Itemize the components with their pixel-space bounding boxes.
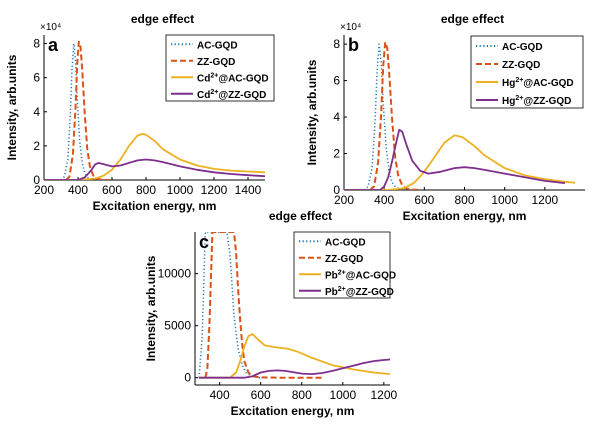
x-tick-label: 600	[251, 388, 271, 402]
chart-panel-a: 200 400 600 800 1000 1200 1400 0 2 4 6 8×10⁴ edge ef…	[5, 12, 275, 213]
series-line-4	[199, 358, 390, 379]
legend-label: AC-GQD	[502, 42, 543, 53]
legend-box	[470, 35, 584, 109]
y-exponent-label: ×10⁴	[40, 22, 61, 33]
x-tick-label: 400	[374, 193, 394, 207]
y-tick-label: 2	[333, 147, 340, 161]
legend-label: Hg2+@ZZ-GQD	[502, 95, 571, 107]
x-tick-label: 200	[334, 193, 354, 207]
legend-label: ZZ-GQD	[502, 60, 540, 71]
y-tick-label: 4	[333, 110, 340, 124]
x-tick-label: 800	[292, 388, 312, 402]
y-exponent-label: ×10⁴	[340, 22, 361, 33]
chart-panel-c: 400 600 800 1000 1200 0 5000 10000 edge effect Ex…	[144, 209, 398, 418]
series-line-3	[344, 134, 576, 190]
y-tick-label: 0	[333, 183, 340, 197]
series-line-1	[363, 43, 411, 190]
x-tick-label: 1200	[201, 183, 228, 197]
series-line-3	[44, 133, 265, 180]
x-tick-label: 200	[34, 183, 54, 197]
x-tick-label: 1000	[167, 183, 194, 197]
legend-label: Hg2+@AC-GQD	[502, 77, 574, 89]
panel-letter: b	[348, 35, 359, 55]
legend-label: Cd2+@AC-GQD	[197, 72, 269, 84]
x-tick-label: 1000	[329, 388, 356, 402]
y-tick-label: 10000	[158, 267, 192, 281]
y-tick-label: 8	[333, 37, 340, 51]
y-axis-label: Intensity, arb.units	[305, 59, 319, 165]
legend-label: ZZ-GQD	[197, 57, 235, 68]
x-tick-label: 1200	[370, 388, 397, 402]
y-axis-label: Intensity, arb.units	[144, 255, 158, 361]
chart-title: edge effect	[131, 12, 194, 26]
series-line-4	[344, 128, 565, 190]
x-tick-label: 800	[454, 193, 474, 207]
series-line-2	[204, 232, 323, 379]
series-line-3	[199, 333, 390, 379]
y-tick-label: 5000	[164, 319, 191, 333]
legend-label: AC-GQD	[197, 40, 238, 51]
x-axis-label: Excitation energy, nm	[403, 209, 527, 223]
x-tick-label: 600	[102, 183, 122, 197]
y-tick-label: 6	[33, 71, 40, 85]
series-line-1	[60, 42, 101, 180]
panel-letter: c	[199, 232, 209, 252]
y-tick-label: 2	[33, 139, 40, 153]
x-tick-label: 800	[136, 183, 156, 197]
chart-title: edge effect	[441, 12, 504, 26]
y-tick-label: 6	[333, 74, 340, 88]
x-tick-label: 400	[68, 183, 88, 197]
legend-label: AC-GQD	[325, 237, 366, 248]
chart-panel-b: 200 400 600 800 1000 1200 0 2 4 6 8×10⁴ edge effect…	[305, 12, 585, 223]
chart-title: edge effect	[269, 209, 332, 223]
legend-label: Cd2+@ZZ-GQD	[197, 89, 266, 101]
x-axis-label: Excitation energy, nm	[231, 404, 355, 418]
legend-label: ZZ-GQD	[325, 254, 363, 265]
x-tick-label: 1000	[491, 193, 518, 207]
legend-label: Pb2+@ZZ-GQD	[325, 286, 394, 298]
y-tick-label: 4	[33, 105, 40, 119]
legend-label: Pb2+@AC-GQD	[325, 269, 396, 281]
y-axis-label: Intensity, arb.units	[5, 54, 19, 160]
x-tick-label: 400	[210, 388, 230, 402]
series-line-2	[369, 41, 421, 190]
series-line-4	[44, 158, 265, 180]
y-tick-label: 8	[33, 37, 40, 51]
x-tick-label: 1400	[235, 183, 262, 197]
y-tick-label: 0	[33, 173, 40, 187]
x-axis-label: Excitation energy, nm	[93, 199, 217, 213]
legend-box	[165, 34, 275, 102]
x-tick-label: 1200	[531, 193, 558, 207]
legend-box	[293, 231, 391, 299]
x-tick-label: 600	[414, 193, 434, 207]
y-tick-label: 0	[184, 371, 191, 385]
panel-letter: a	[48, 35, 59, 55]
